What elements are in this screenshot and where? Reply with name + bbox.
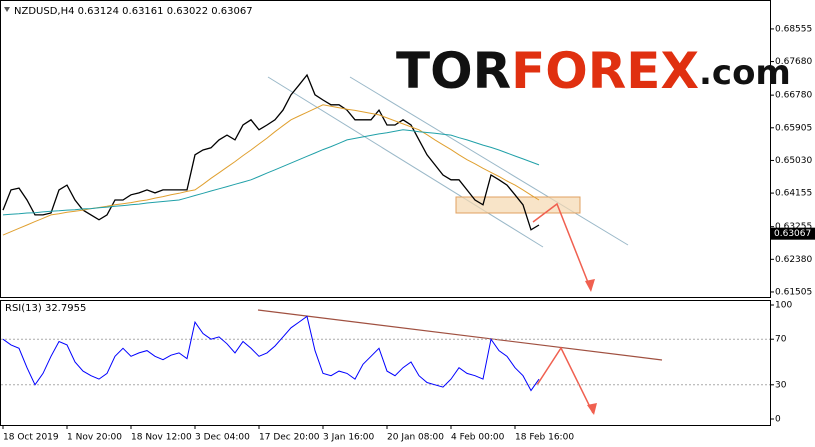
series-line: [2, 73, 540, 231]
forecast-arrow: [532, 202, 592, 291]
y-tick-label: 0.65030: [775, 156, 812, 166]
rsi-trendline: [257, 309, 663, 361]
arrow-head: [585, 279, 595, 292]
symbol-icon: [4, 7, 10, 12]
x-tick-label: 18 Oct 2019: [3, 433, 59, 443]
logo-part: TOR: [396, 42, 511, 100]
x-tick-label: 18 Nov 12:00: [131, 433, 192, 443]
y-tick-label: 0.65905: [775, 123, 812, 133]
y-tick-label: 0.61505: [775, 287, 812, 297]
y-tick-label: 0.62380: [775, 255, 812, 265]
last-price-box: [771, 227, 815, 240]
rsi-panel: [0, 300, 771, 426]
channel-line: [267, 76, 544, 248]
x-tick-label: 1 Nov 20:00: [67, 433, 122, 443]
x-tick-label: 17 Dec 20:00: [259, 433, 320, 443]
x-tick-label: 3 Jan 16:00: [323, 433, 375, 443]
y-tick-label: 0.63255: [775, 222, 812, 232]
arrow-head: [587, 403, 597, 415]
series-line: [2, 129, 540, 216]
logo-part: FOREX: [511, 42, 699, 100]
channel-line: [349, 76, 629, 246]
y-tick-label: 0: [775, 415, 781, 425]
forecast-arrow: [536, 346, 594, 414]
logo-part: .com: [699, 53, 791, 93]
y-tick-label: 0.66780: [775, 91, 812, 101]
chart-title: NZDUSD,H4 0.63124 0.63161 0.63022 0.6306…: [14, 6, 253, 17]
x-tick-label: 18 Feb 16:00: [515, 433, 574, 443]
price-panel: [0, 0, 771, 298]
rsi-title: RSI(13) 32.7955: [5, 303, 86, 314]
y-tick-label: 0.68555: [775, 24, 812, 34]
zone-box: [455, 196, 581, 214]
x-tick-label: 20 Jan 08:00: [387, 433, 444, 443]
y-tick-label: 0.67680: [775, 57, 812, 67]
annotations: [257, 76, 663, 415]
last-price-label: 0.63067: [774, 229, 811, 239]
y-tick-label: 70: [775, 335, 787, 345]
x-tick-label: 4 Feb 00:00: [451, 433, 505, 443]
y-tick-label: 100: [775, 301, 792, 311]
series-line: [2, 315, 540, 392]
x-tick-label: 3 Dec 04:00: [195, 433, 250, 443]
y-tick-label: 0.64155: [775, 189, 812, 199]
y-tick-label: 30: [775, 380, 787, 390]
logo-text: TORFOREX.com: [396, 42, 791, 100]
logo: TORFOREX.com: [396, 42, 791, 100]
